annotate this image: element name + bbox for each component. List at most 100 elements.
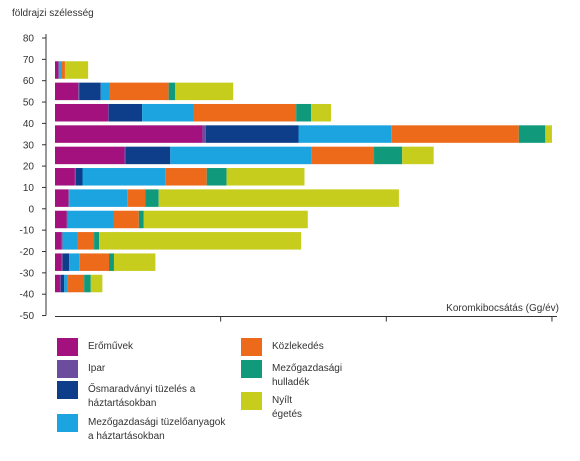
bar-segment <box>60 274 65 293</box>
y-tick-label: 80 <box>23 34 35 45</box>
y-tick-label: 50 <box>23 98 35 109</box>
legend-item-mezogazdasagi-hulladek: Mezőgazdasági hulladék <box>241 360 382 390</box>
legend-label: Közlekedés <box>272 341 324 352</box>
legend-label: Ősmaradványi tüzelés a háztartásokban <box>88 384 196 409</box>
bar-segment <box>311 146 375 165</box>
bar-segment <box>109 103 143 122</box>
bar-segment <box>165 168 207 186</box>
y-tick-label: 0 <box>28 204 34 215</box>
bar-segment <box>193 103 297 122</box>
bars <box>55 61 552 293</box>
legend-swatch <box>241 338 262 356</box>
legend-label: Erőművek <box>88 341 134 352</box>
bar-segment <box>74 168 76 186</box>
legend-item-mezogazdasagi-tuzeloanyagok: Mezőgazdasági tüzelőanyagok a háztartáso… <box>57 414 228 444</box>
legend-swatch <box>57 381 78 399</box>
bar-segment <box>109 82 169 101</box>
bar-segment <box>125 146 171 165</box>
bar-segment <box>145 189 159 207</box>
bar-segment <box>60 61 65 79</box>
bar-segment <box>296 103 312 122</box>
bar-segment <box>55 210 67 229</box>
bar-segment <box>55 125 203 143</box>
legend-swatch <box>57 338 78 356</box>
y-tick-label: 30 <box>23 140 35 151</box>
legend-item-kozlekedes: Közlekedés <box>241 338 324 356</box>
bar-segment <box>61 232 63 250</box>
bar-segment <box>168 82 176 101</box>
bar-segment <box>67 210 114 229</box>
bar-segment <box>124 146 126 165</box>
bar-segment <box>68 189 70 207</box>
bar-segment <box>109 253 114 271</box>
bar-segment <box>518 125 546 143</box>
bar-segment <box>62 232 78 250</box>
bar-segment <box>127 189 146 207</box>
bar-segment <box>158 189 399 207</box>
y-tick-label: -10 <box>20 226 35 237</box>
bar-segment <box>94 232 100 250</box>
bar-segment <box>175 82 234 101</box>
bar-segment <box>59 61 61 79</box>
bar-segment <box>206 168 227 186</box>
legend-label: Mezőgazdasági tüzelőanyagok a háztartáso… <box>88 417 226 442</box>
y-tick-label: 20 <box>23 162 35 173</box>
y-axis: 80 70 60 50 40 30 20 10 0 -10 -20 -30 -40 -50 <box>20 34 47 322</box>
legend-label: Mezőgazdasági hulladék <box>272 363 343 388</box>
legend-label: Ipar <box>88 363 106 374</box>
bar-segment <box>202 125 206 143</box>
bar-segment <box>391 125 519 143</box>
bar-segment <box>69 189 128 207</box>
bar-segment <box>55 274 60 293</box>
bar-segment <box>374 146 403 165</box>
legend-swatch <box>241 360 262 378</box>
bar-segment <box>78 82 80 101</box>
bar-segment <box>90 274 103 293</box>
bar-segment <box>67 274 85 293</box>
bar-segment <box>55 146 125 165</box>
bar-segment <box>66 210 68 229</box>
bar-segment <box>55 253 62 271</box>
y-tick-label: 40 <box>23 119 35 130</box>
bar-segment <box>55 61 59 79</box>
legend-item-eromuvek: Erőművek <box>57 338 133 356</box>
bar-segment <box>170 146 312 165</box>
legend-item-ipar: Ipar <box>57 360 105 378</box>
legend-swatch <box>57 414 78 432</box>
chart: földrajzi szélesség 80 70 60 50 40 30 20 10 0 -10… <box>12 8 559 322</box>
bar-segment <box>55 168 75 186</box>
bar-segment <box>64 274 68 293</box>
bar-segment <box>62 253 70 271</box>
bar-segment <box>55 82 79 101</box>
y-tick-label: 60 <box>23 76 35 87</box>
bar-segment <box>77 232 95 250</box>
bar-segment <box>113 253 156 271</box>
bar-segment <box>55 189 69 207</box>
x-axis-title: Koromkibocsátás (Gg/év) <box>446 303 559 314</box>
bar-segment <box>64 61 89 79</box>
bar-segment <box>82 168 166 186</box>
bar-segment <box>545 125 552 143</box>
bar-segment <box>142 103 194 122</box>
y-tick-label: -40 <box>20 290 35 301</box>
y-tick-label: -50 <box>20 311 35 322</box>
bar-segment <box>143 210 308 229</box>
bar-segment <box>61 253 63 271</box>
bar-segment <box>99 232 302 250</box>
bar-segment <box>69 253 80 271</box>
bar-segment <box>55 232 62 250</box>
bar-segment <box>79 82 101 101</box>
bar-segment <box>298 125 392 143</box>
bar-segment <box>402 146 434 165</box>
bar-segment <box>100 82 110 101</box>
legend-item-osmaradvanyi: Ősmaradványi tüzelés a háztartásokban <box>57 381 228 411</box>
legend-label: Nyílt égetés <box>272 395 303 420</box>
y-axis-title: földrajzi szélesség <box>12 8 94 19</box>
bar-segment <box>58 61 60 79</box>
bar-segment <box>311 103 331 122</box>
bar-segment <box>79 253 110 271</box>
bar-segment <box>59 274 61 293</box>
bar-segment <box>55 103 109 122</box>
bar-segment <box>113 210 139 229</box>
bar-segment <box>84 274 91 293</box>
